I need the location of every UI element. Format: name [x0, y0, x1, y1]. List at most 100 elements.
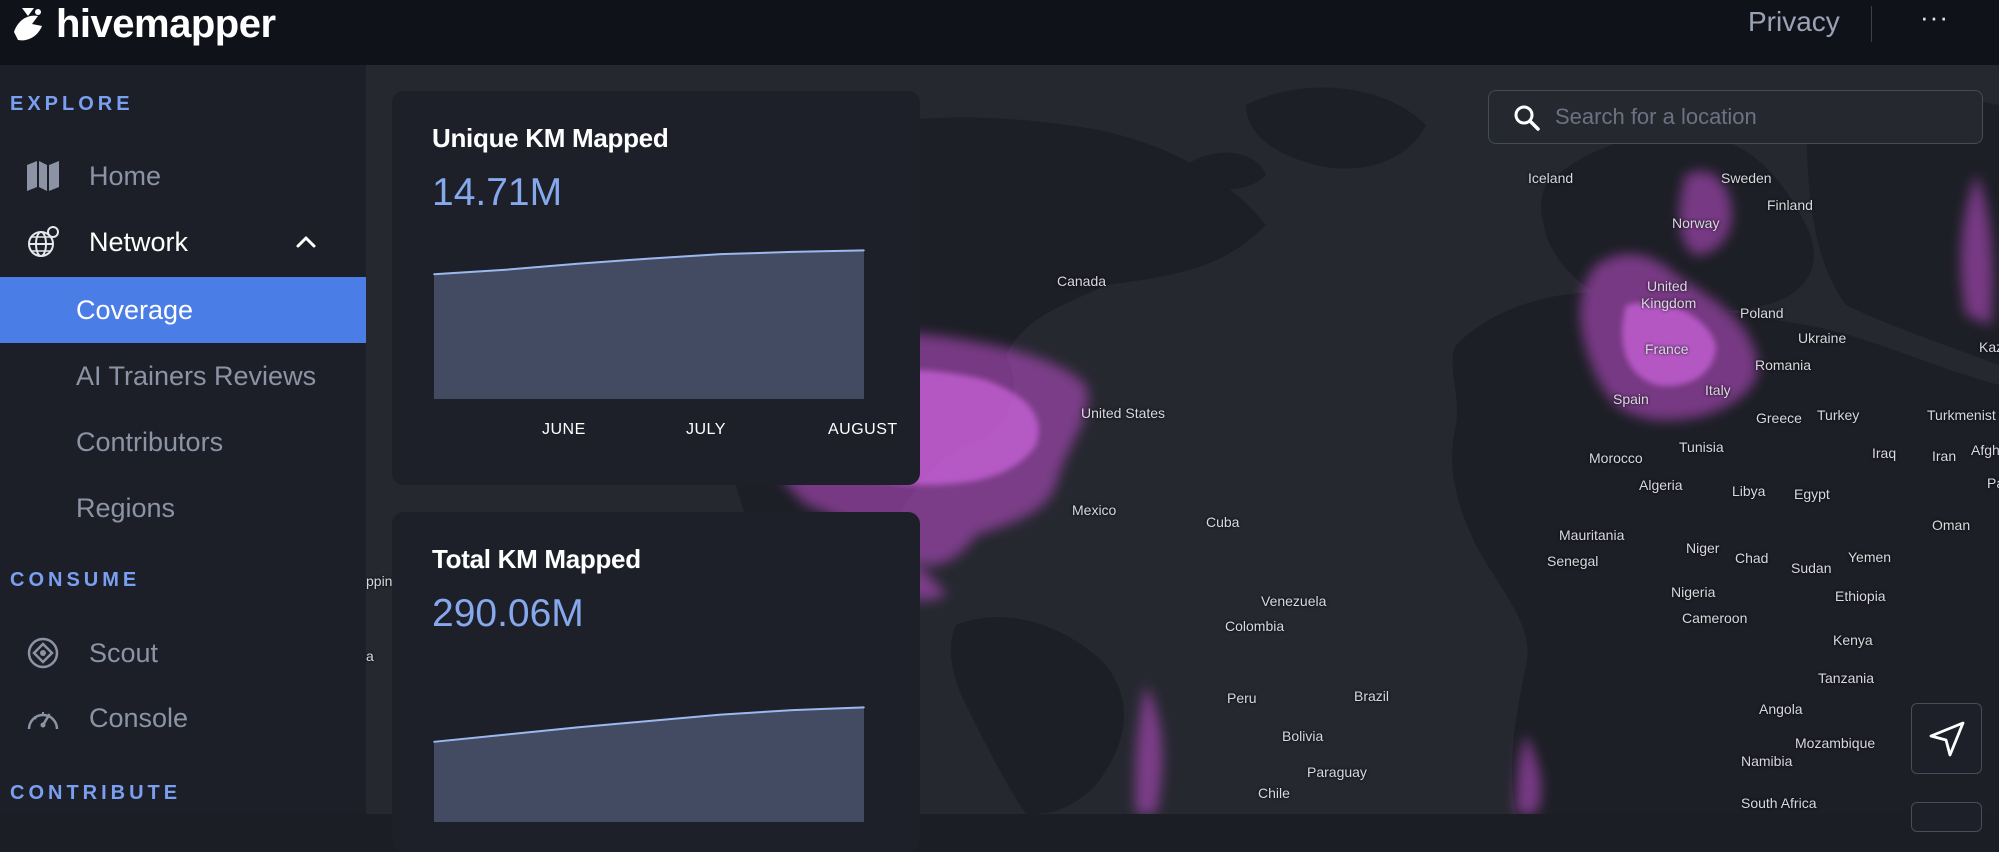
- map-label: Cameroon: [1682, 610, 1748, 626]
- locate-me-button[interactable]: [1911, 703, 1982, 774]
- map-label: Brazil: [1354, 688, 1390, 704]
- globe-icon: [24, 223, 62, 261]
- map-label: Pa: [1987, 475, 1999, 491]
- area-chart: [433, 249, 865, 399]
- location-search: [1488, 90, 1983, 144]
- map-label: Venezuela: [1261, 593, 1327, 609]
- map-label: United States: [1081, 405, 1166, 421]
- section-contribute: CONTRIBUTE: [10, 782, 182, 804]
- map-label: Kaz: [1979, 339, 1999, 355]
- map-label: Chad: [1735, 550, 1769, 566]
- sidebar-item-label: Home: [89, 160, 162, 191]
- map-label: Kenya: [1833, 632, 1873, 648]
- map-label: Sweden: [1721, 170, 1772, 186]
- search-input[interactable]: [1555, 99, 1965, 135]
- map-label: Iceland: [1528, 170, 1574, 186]
- app-name: hivemapper: [56, 1, 276, 46]
- map-label: a: [366, 648, 374, 664]
- map-label: Turkey: [1817, 407, 1860, 423]
- chart-point: [648, 720, 650, 722]
- chart-point: [791, 709, 794, 711]
- map-label: Angola: [1759, 701, 1803, 717]
- map-label: Romania: [1755, 357, 1812, 373]
- map-label: Norway: [1672, 215, 1720, 231]
- sidebar-item-network[interactable]: Network: [0, 211, 366, 273]
- map-label: Oman: [1932, 517, 1971, 533]
- sidebar-item-console[interactable]: Console: [0, 687, 366, 749]
- map-label: France: [1645, 341, 1689, 357]
- chart-point: [504, 268, 507, 271]
- map-label: Finland: [1767, 197, 1813, 213]
- map-label: Peru: [1227, 690, 1257, 706]
- map-label: Libya: [1732, 483, 1766, 499]
- map-label: Yemen: [1848, 549, 1892, 565]
- map-label: Afgh: [1971, 442, 1999, 458]
- sidebar-item-label: Network: [89, 226, 189, 257]
- map-label: Spain: [1613, 391, 1649, 407]
- map-label: Tanzania: [1818, 670, 1875, 686]
- card-value: 290.06M: [432, 592, 584, 635]
- sidebar-item-label: Coverage: [76, 294, 194, 325]
- map-label: Chile: [1258, 785, 1290, 801]
- map-label: Algeria: [1639, 477, 1683, 493]
- x-tick-label: AUGUST: [828, 421, 898, 438]
- chart-point: [433, 741, 435, 743]
- map-label: Egypt: [1794, 486, 1830, 502]
- map-label: Iraq: [1872, 445, 1897, 461]
- sidebar-item-scout[interactable]: Scout: [0, 622, 366, 684]
- sidebar-item-label: AI Trainers Reviews: [76, 360, 317, 391]
- map-label: Canada: [1057, 273, 1107, 289]
- map-label: Cuba: [1206, 514, 1240, 530]
- map-label: ppin: [366, 573, 393, 589]
- privacy-link[interactable]: Privacy: [1748, 6, 1840, 37]
- map-label: United: [1647, 278, 1688, 294]
- map-label: Mozambique: [1795, 735, 1876, 751]
- map-label: Namibia: [1741, 753, 1793, 769]
- map-label: Nigeria: [1671, 584, 1716, 600]
- hivemapper-logo-icon: [14, 8, 42, 41]
- x-tick-label: JUNE: [542, 421, 586, 438]
- chart-point: [576, 263, 579, 265]
- map-icon: [24, 157, 62, 195]
- sidebar: EXPLORE Home Network Coverage AI Trainer…: [0, 65, 366, 814]
- card-title: Unique KM Mapped: [432, 123, 669, 153]
- map-label: Turkmenist: [1927, 407, 1996, 423]
- chart-area: [434, 250, 864, 399]
- sidebar-item-contributors[interactable]: Contributors: [0, 409, 366, 475]
- map-label: Italy: [1705, 382, 1731, 398]
- map-label: Morocco: [1589, 450, 1643, 466]
- more-menu-button[interactable]: ···: [1920, 2, 1949, 32]
- map-label: Tunisia: [1679, 439, 1724, 455]
- chart-point: [648, 257, 650, 260]
- map-label: South Africa: [1741, 795, 1817, 811]
- chart-point: [719, 253, 722, 255]
- map-label: Niger: [1686, 540, 1720, 556]
- sidebar-item-ai-trainers-reviews[interactable]: AI Trainers Reviews: [0, 343, 366, 409]
- map-label: Colombia: [1225, 618, 1285, 634]
- sidebar-item-home[interactable]: Home: [0, 145, 366, 207]
- map-label: Poland: [1740, 305, 1784, 321]
- map-label: Greece: [1756, 410, 1802, 426]
- section-consume: CONSUME: [10, 569, 141, 591]
- map-label: Mexico: [1072, 502, 1117, 518]
- app-logo[interactable]: hivemapper: [8, 2, 276, 46]
- map-label: Iran: [1932, 448, 1957, 464]
- map-control-button[interactable]: [1911, 802, 1982, 832]
- sidebar-item-regions[interactable]: Regions: [0, 475, 366, 541]
- search-icon: [1514, 105, 1540, 131]
- map-label: Kingdom: [1641, 295, 1697, 311]
- sidebar-item-label: Console: [89, 702, 189, 733]
- card-title: Total KM Mapped: [432, 544, 641, 574]
- sidebar-item-label: Contributors: [76, 426, 224, 457]
- sidebar-item-label: Regions: [76, 492, 176, 523]
- sidebar-item-coverage[interactable]: Coverage: [0, 277, 366, 343]
- navigation-arrow-icon: [1929, 721, 1964, 756]
- map-label: Sudan: [1791, 560, 1832, 576]
- chart-point: [433, 273, 435, 275]
- area-chart: [433, 706, 865, 822]
- map-label: Ukraine: [1798, 330, 1847, 346]
- chevron-up-icon[interactable]: [293, 229, 319, 255]
- card-value: 14.71M: [432, 171, 563, 214]
- sidebar-item-label: Scout: [89, 637, 159, 668]
- stat-card-unique-km: Unique KM Mapped 14.71M JUNE JULY AUGUST: [392, 91, 920, 485]
